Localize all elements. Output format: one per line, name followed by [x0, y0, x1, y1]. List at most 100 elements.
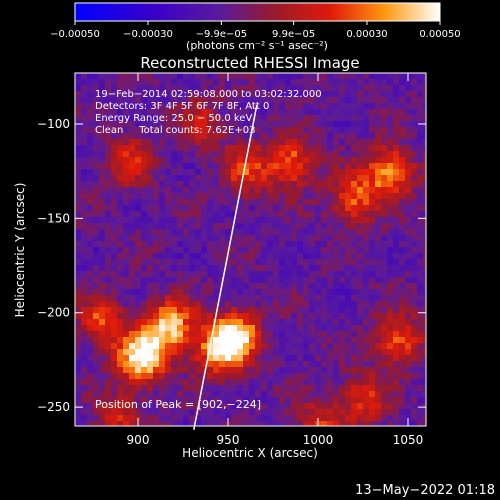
heatmap-cell [243, 103, 249, 109]
heatmap-cell [291, 319, 297, 325]
heatmap-cell [273, 265, 279, 271]
annotation-line: Detectors: 3F 4F 5F 6F 7F 8F, Att 0 [95, 101, 269, 112]
heatmap-cell [93, 265, 99, 271]
heatmap-cell [381, 421, 387, 426]
heatmap-cell [279, 187, 285, 193]
heatmap-cell [357, 73, 363, 79]
heatmap-cell [93, 421, 99, 426]
heatmap-cell [321, 109, 327, 115]
heatmap-cell [93, 397, 99, 403]
heatmap-cell [81, 175, 87, 181]
heatmap-cell [111, 211, 117, 217]
heatmap-cell [273, 289, 279, 295]
heatmap-cell [267, 409, 273, 415]
heatmap-cell [339, 103, 345, 109]
heatmap-cell [177, 133, 183, 139]
heatmap-cell [261, 325, 267, 331]
heatmap-cell [399, 115, 405, 121]
heatmap-cell [393, 103, 399, 109]
heatmap-cell [369, 193, 375, 199]
heatmap-cell [189, 79, 195, 85]
heatmap-cell [207, 385, 213, 391]
heatmap-cell [423, 331, 426, 337]
heatmap-cell [123, 121, 129, 127]
heatmap-cell [351, 265, 357, 271]
heatmap-cell [387, 193, 393, 199]
heatmap-cell [93, 103, 99, 109]
heatmap-cell [171, 211, 177, 217]
heatmap-cell [423, 247, 426, 253]
heatmap-cell [75, 391, 81, 397]
heatmap-cell [333, 91, 339, 97]
heatmap-cell [345, 169, 351, 175]
heatmap-cell [153, 355, 159, 361]
heatmap-cell [219, 307, 225, 313]
heatmap-cell [75, 265, 81, 271]
heatmap-cell [189, 115, 195, 121]
heatmap-cell [261, 247, 267, 253]
heatmap-cell [309, 337, 315, 343]
heatmap-cell [303, 157, 309, 163]
heatmap-cell [417, 301, 423, 307]
heatmap-cell [333, 229, 339, 235]
heatmap-cell [351, 325, 357, 331]
heatmap-cell [279, 397, 285, 403]
heatmap-cell [285, 175, 291, 181]
heatmap-cell [405, 157, 411, 163]
heatmap-cell [99, 337, 105, 343]
heatmap-cell [147, 259, 153, 265]
heatmap-cell [315, 319, 321, 325]
heatmap-cell [321, 325, 327, 331]
heatmap-cell [309, 277, 315, 283]
heatmap-cell [93, 157, 99, 163]
heatmap-cell [297, 85, 303, 91]
heatmap-cell [327, 163, 333, 169]
heatmap-cell [129, 283, 135, 289]
heatmap-cell [273, 133, 279, 139]
heatmap-cell [327, 325, 333, 331]
heatmap-cell [291, 103, 297, 109]
heatmap-cell [219, 367, 225, 373]
heatmap-cell [231, 187, 237, 193]
heatmap-cell [255, 319, 261, 325]
heatmap-cell [357, 199, 363, 205]
heatmap-cell [393, 325, 399, 331]
heatmap-cell [201, 181, 207, 187]
heatmap-cell [159, 301, 165, 307]
heatmap-cell [249, 115, 255, 121]
heatmap-cell [291, 91, 297, 97]
heatmap-cell [213, 91, 219, 97]
heatmap-cell [183, 157, 189, 163]
heatmap-cell [267, 73, 273, 79]
heatmap-cell [225, 373, 231, 379]
heatmap-cell [363, 109, 369, 115]
heatmap-cell [279, 163, 285, 169]
heatmap-cell [105, 109, 111, 115]
heatmap-cell [177, 91, 183, 97]
heatmap-cell [267, 319, 273, 325]
heatmap-cell [195, 295, 201, 301]
heatmap-cell [219, 247, 225, 253]
annotation-line: 19−Feb−2014 02:59:08.000 to 03:02:32.000 [95, 89, 322, 100]
heatmap-cell [81, 127, 87, 133]
heatmap-cell [153, 91, 159, 97]
heatmap-cell [111, 109, 117, 115]
heatmap-cell [363, 157, 369, 163]
heatmap-cell [387, 313, 393, 319]
heatmap-cell [303, 229, 309, 235]
heatmap-cell [405, 247, 411, 253]
heatmap-cell [213, 109, 219, 115]
heatmap-cell [297, 301, 303, 307]
heatmap-cell [75, 259, 81, 265]
heatmap-cell [339, 355, 345, 361]
heatmap-cell [207, 331, 213, 337]
heatmap-cell [129, 187, 135, 193]
heatmap-cell [321, 157, 327, 163]
heatmap-cell [243, 163, 249, 169]
heatmap-cell [165, 97, 171, 103]
heatmap-cell [417, 379, 423, 385]
heatmap-cell [249, 325, 255, 331]
heatmap-cell [321, 367, 327, 373]
heatmap-cell [201, 301, 207, 307]
heatmap-cell [297, 211, 303, 217]
